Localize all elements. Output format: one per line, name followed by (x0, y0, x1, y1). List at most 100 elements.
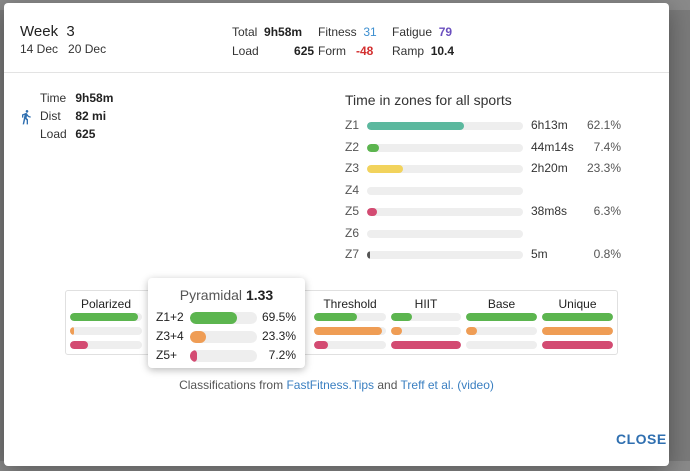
classification-bar-fill (391, 313, 412, 321)
classification-threshold[interactable]: Threshold (314, 291, 386, 354)
pyramidal-row-percent: 23.3% (261, 329, 296, 343)
pyramidal-row-label: Z1+2 (156, 310, 184, 324)
pyramidal-name: Pyramidal (179, 287, 243, 303)
classification-unique[interactable]: Unique (542, 291, 613, 354)
summary-load: Load 625 (40, 127, 95, 141)
classification-bar-fill (314, 313, 358, 321)
zone-label: Z2 (345, 139, 360, 154)
summary-time: Time 9h58m (40, 91, 113, 105)
treff-link[interactable]: Treff et al. (400, 378, 454, 392)
zone-bar-track (367, 143, 523, 152)
zone-percent: 23.3% (586, 161, 621, 175)
zone-bar-fill (367, 208, 377, 216)
classification-bar-track (542, 327, 613, 335)
pyramidal-row-percent: 69.5% (261, 310, 296, 324)
classification-bar-track (466, 327, 537, 335)
classification-bar-track (391, 313, 461, 321)
classification-name: Polarized (80, 297, 132, 311)
zone-label: Z1 (345, 118, 360, 132)
zone-bar-track (367, 251, 523, 259)
week-end-date: 20 Dec (68, 42, 107, 56)
classification-bar-track (70, 327, 142, 335)
video-link[interactable]: (video) (457, 378, 494, 392)
classification-bar-track (391, 327, 461, 335)
zone-label: Z7 (345, 247, 360, 261)
summary-distance: Dist 82 mi (40, 109, 106, 123)
pyramidal-score: 1.33 (245, 287, 274, 303)
week-start-date: 14 Dec (20, 42, 59, 56)
form-label: Form (318, 44, 346, 58)
zone-bar-fill (367, 143, 379, 152)
week-label: Week (20, 23, 59, 40)
credits-prefix: Classifications from (179, 378, 287, 392)
pyramidal-row-label: Z3+4 (156, 329, 184, 343)
pyramidal-bar-track (190, 312, 257, 324)
classification-bar-fill (70, 313, 139, 321)
zone-bar-fill (367, 165, 404, 173)
week-details-dialog: Week 3 14 Dec 20 Dec Total 9h58m Load 62… (4, 3, 669, 466)
zone-label: Z6 (345, 225, 360, 240)
ramp-value: 10.4 (430, 44, 455, 58)
fitness-value: 31 (363, 25, 377, 39)
zone-bar-track (367, 229, 523, 238)
close-button[interactable]: CLOSE (616, 431, 667, 447)
classification-bar-fill (314, 327, 383, 335)
zone-bar-track (367, 122, 523, 130)
zone-bar-track (367, 165, 523, 173)
classification-name: HIIT (414, 297, 438, 311)
classification-bar-fill (70, 341, 88, 349)
dialog-header: Week 3 14 Dec 20 Dec Total 9h58m Load 62… (4, 3, 669, 73)
zone-bar-fill (367, 251, 371, 259)
zone-time: 2h20m (531, 161, 568, 175)
total-label: Total (232, 25, 258, 39)
classification-bar-fill (70, 327, 75, 335)
fitness-label: Fitness (318, 25, 357, 39)
week-title: Week 3 (20, 23, 75, 40)
pyramidal-bar-fill (190, 331, 206, 343)
zones-title: Time in zones for all sports (345, 92, 512, 108)
zone-bar-fill (367, 122, 464, 130)
classification-hiit[interactable]: HIIT (391, 291, 461, 354)
zone-label: Z4 (345, 182, 360, 197)
classification-bar-track (314, 341, 386, 349)
classification-bar-track (391, 341, 461, 349)
pyramidal-bar-track (190, 331, 257, 343)
zone-bar-track (367, 186, 523, 195)
pyramidal-card[interactable]: Pyramidal 1.33 Z1+2 69.5% Z3+4 23.3% Z5+ 7.2% (148, 278, 305, 368)
classification-bar-fill (542, 341, 613, 349)
classification-bar-fill (466, 327, 477, 335)
week-dates: 14 Dec 20 Dec (20, 42, 106, 56)
credits-mid: and (374, 378, 401, 392)
classification-polarized[interactable]: Polarized (70, 291, 142, 354)
pyramidal-row: Z1+2 69.5% (156, 309, 301, 325)
zone-percent: 62.1% (586, 118, 621, 132)
zone-percent: 0.8% (593, 247, 621, 261)
summary-dist-value: 82 mi (75, 109, 107, 123)
zone-time: 6h13m (531, 118, 568, 132)
header-stats-totals: Total 9h58m Load 625 (232, 23, 314, 61)
classification-bar-fill (391, 327, 402, 335)
classification-bar-track (70, 341, 142, 349)
classification-bar-track (314, 327, 386, 335)
pyramidal-title: Pyramidal 1.33 (148, 287, 305, 303)
zone-label: Z3 (345, 161, 360, 175)
ramp-label: Ramp (392, 44, 425, 58)
classification-base[interactable]: Base (466, 291, 537, 354)
zone-percent: 7.4% (593, 139, 621, 154)
classification-bar-track (542, 341, 613, 349)
summary-load-value: 625 (75, 127, 96, 141)
load-label: Load (232, 44, 259, 58)
classification-bar-track (542, 313, 613, 321)
summary-time-label: Time (40, 91, 67, 105)
pyramidal-row: Z3+4 23.3% (156, 328, 301, 344)
zone-time: 38m8s (531, 204, 568, 218)
classification-bar-fill (391, 341, 461, 349)
zone-time: 5m (531, 247, 548, 261)
classification-bar-fill (466, 313, 537, 321)
summary-load-label: Load (40, 127, 67, 141)
form-value: -48 (356, 44, 374, 58)
fastfitness-link[interactable]: FastFitness.Tips (286, 378, 375, 392)
load-value: 625 (294, 44, 315, 58)
classification-bar-fill (314, 341, 329, 349)
header-stats-fitness: Fitness 31 Form -48 (318, 23, 377, 61)
